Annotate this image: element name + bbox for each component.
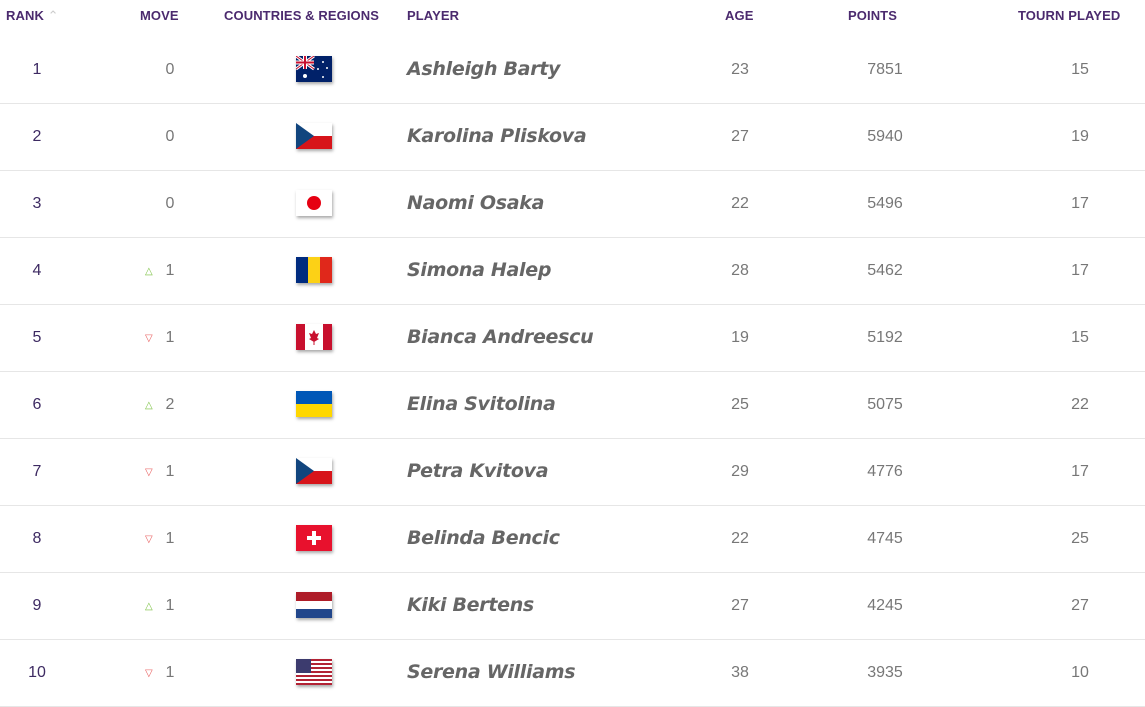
- flag-rou-icon: [296, 257, 332, 283]
- tourn-header[interactable]: TOURN PLAYED: [1018, 8, 1121, 23]
- move-up-icon: △: [145, 400, 153, 411]
- table-row[interactable]: 3 0 Naomi Osaka 22 5496 17: [0, 171, 1145, 238]
- player-name-link[interactable]: Belinda Bencic: [407, 527, 560, 549]
- age: 27: [731, 128, 749, 145]
- points: 4245: [867, 597, 903, 614]
- rank: 5: [32, 329, 42, 346]
- player-name-link[interactable]: Petra Kvitova: [407, 460, 549, 482]
- move-header[interactable]: MOVE: [140, 8, 179, 23]
- table-row[interactable]: 8 ▽ 1 Belinda Bencic 22 4745 25: [0, 506, 1145, 573]
- tournaments-played: 27: [1071, 597, 1089, 614]
- move: 2: [165, 396, 175, 413]
- points: 5075: [867, 396, 903, 413]
- points: 3935: [867, 664, 903, 681]
- rank: 8: [32, 530, 42, 547]
- move: 0: [165, 61, 175, 78]
- flag-sui-icon: [296, 525, 332, 551]
- table-row[interactable]: 2 0 Karolina Pliskova 27 5940 19: [0, 104, 1145, 171]
- table-row[interactable]: 1 0 Ashleigh Barty 23 7851 15: [0, 37, 1145, 104]
- rank: 10: [28, 664, 46, 681]
- table-row[interactable]: 4 △ 1 Simona Halep 28 5462 17: [0, 238, 1145, 305]
- rankings-table: 1 0 Ashleigh Barty 23 7851 15 2 0 Karolin…: [0, 37, 1145, 707]
- rank: 4: [32, 262, 42, 279]
- player-name-link[interactable]: Naomi Osaka: [407, 192, 545, 214]
- move-down-icon: ▽: [145, 668, 153, 679]
- table-row[interactable]: 7 ▽ 1 Petra Kvitova 29 4776 17: [0, 439, 1145, 506]
- rank-header[interactable]: RANK ⌃: [6, 8, 59, 23]
- flag-aus-icon: [296, 56, 332, 82]
- age: 29: [731, 463, 749, 480]
- player-name-link[interactable]: Karolina Pliskova: [407, 125, 587, 147]
- player-name-link[interactable]: Ashleigh Barty: [407, 58, 561, 80]
- player-name-link[interactable]: Serena Williams: [407, 661, 576, 683]
- player-header[interactable]: PLAYER: [407, 8, 460, 23]
- rank: 7: [32, 463, 42, 480]
- tournaments-played: 17: [1071, 262, 1089, 279]
- tournaments-played: 10: [1071, 664, 1089, 681]
- table-row[interactable]: 10 ▽ 1 Serena Williams 38 3935 10: [0, 640, 1145, 707]
- move-down-icon: ▽: [145, 333, 153, 344]
- tournaments-played: 15: [1071, 61, 1089, 78]
- player-name-link[interactable]: Kiki Bertens: [407, 594, 534, 616]
- points: 5940: [867, 128, 903, 145]
- chevron-up-icon: ⌃: [47, 8, 59, 23]
- rank: 9: [32, 597, 42, 614]
- move-down-icon: ▽: [145, 467, 153, 478]
- move: 1: [165, 262, 175, 279]
- player-name-link[interactable]: Bianca Andreescu: [407, 326, 594, 348]
- tournaments-played: 17: [1071, 195, 1089, 212]
- flag-jpn-icon: [296, 190, 332, 216]
- flag-ned-icon: [296, 592, 332, 618]
- rank: 1: [32, 61, 42, 78]
- points: 7851: [867, 61, 903, 78]
- move: 1: [165, 463, 175, 480]
- move: 1: [165, 664, 175, 681]
- move-up-icon: △: [145, 266, 153, 277]
- points: 5192: [867, 329, 903, 346]
- move: 1: [165, 530, 175, 547]
- tournaments-played: 17: [1071, 463, 1089, 480]
- rank: 6: [32, 396, 42, 413]
- flag-can-icon: [296, 324, 332, 350]
- flag-ukr-icon: [296, 391, 332, 417]
- move: 1: [165, 597, 175, 614]
- flag-cze-icon: [296, 123, 332, 149]
- table-row[interactable]: 9 △ 1 Kiki Bertens 27 4245 27: [0, 573, 1145, 640]
- points: 5496: [867, 195, 903, 212]
- player-name-link[interactable]: Elina Svitolina: [407, 393, 556, 415]
- age: 22: [731, 530, 749, 547]
- age: 22: [731, 195, 749, 212]
- flag-cze-icon: [296, 458, 332, 484]
- tournaments-played: 15: [1071, 329, 1089, 346]
- points: 4776: [867, 463, 903, 480]
- table-header: RANK ⌃ MOVE COUNTRIES & REGIONS PLAYER A…: [0, 0, 1145, 37]
- tournaments-played: 25: [1071, 530, 1089, 547]
- points-header[interactable]: POINTS: [848, 8, 897, 23]
- points: 5462: [867, 262, 903, 279]
- flag-usa-icon: [296, 659, 332, 685]
- player-name-link[interactable]: Simona Halep: [407, 259, 552, 281]
- country-header[interactable]: COUNTRIES & REGIONS: [224, 8, 380, 23]
- rank: 3: [32, 195, 42, 212]
- table-row[interactable]: 5 ▽ 1 Bianca Andreescu 19 5192 15: [0, 305, 1145, 372]
- move: 0: [165, 128, 175, 145]
- move-down-icon: ▽: [145, 534, 153, 545]
- age: 23: [731, 61, 749, 78]
- age: 28: [731, 262, 749, 279]
- age: 27: [731, 597, 749, 614]
- table-row[interactable]: 6 △ 2 Elina Svitolina 25 5075 22: [0, 372, 1145, 439]
- move: 0: [165, 195, 175, 212]
- rank: 2: [32, 128, 42, 145]
- tournaments-played: 22: [1071, 396, 1089, 413]
- tournaments-played: 19: [1071, 128, 1089, 145]
- move: 1: [165, 329, 175, 346]
- age: 25: [731, 396, 749, 413]
- age: 38: [731, 664, 749, 681]
- age-header[interactable]: AGE: [725, 8, 754, 23]
- move-up-icon: △: [145, 601, 153, 612]
- age: 19: [731, 329, 749, 346]
- points: 4745: [867, 530, 903, 547]
